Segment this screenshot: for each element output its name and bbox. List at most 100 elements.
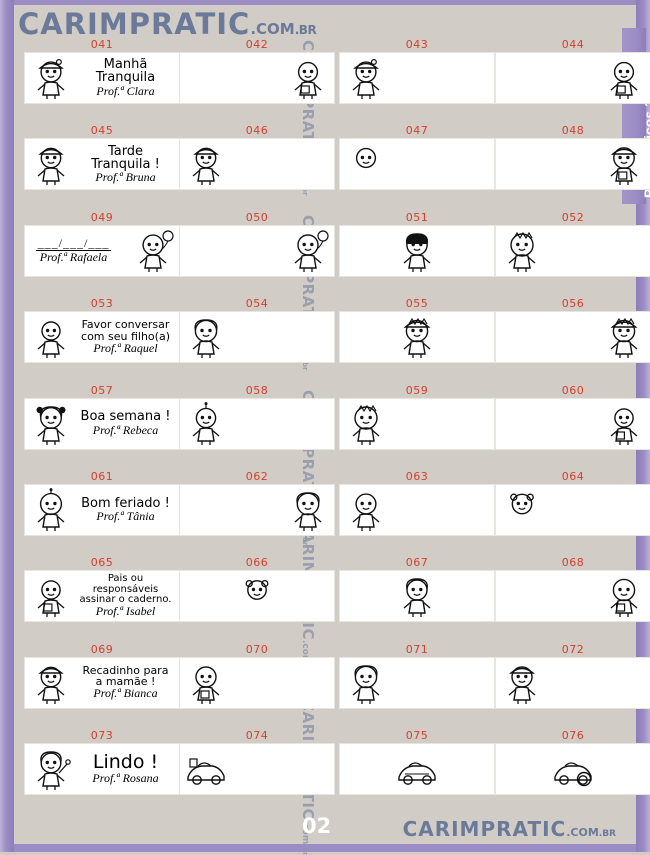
stamp-cell[interactable]: 051 bbox=[339, 210, 495, 296]
stamp-preview[interactable] bbox=[495, 311, 650, 364]
stamp-text: Manhã Tranquila Prof.ª Clara bbox=[77, 58, 179, 98]
stamp-cell[interactable]: 046 bbox=[179, 123, 335, 209]
stamp-preview[interactable] bbox=[179, 743, 335, 796]
stamp-cell[interactable]: 055 bbox=[339, 296, 495, 382]
stamp-cell[interactable]: 073 Lindo ! Prof.ª Rosana bbox=[24, 728, 180, 814]
stamp-preview[interactable] bbox=[179, 570, 335, 623]
stamp-preview[interactable] bbox=[495, 483, 650, 536]
stamp-preview[interactable]: Recadinho para a mamãe ! Prof.ª Bianca bbox=[24, 656, 180, 709]
stamp-preview[interactable]: Boa semana ! Prof.ª Rebeca bbox=[24, 397, 180, 450]
stamp-preview[interactable] bbox=[495, 224, 650, 277]
stamp-preview[interactable] bbox=[495, 656, 650, 709]
stamp-text-line: Favor conversar bbox=[81, 318, 170, 332]
stamp-preview[interactable]: Tarde Tranquila ! Prof.ª Bruna bbox=[24, 138, 180, 191]
stamp-preview[interactable] bbox=[339, 52, 495, 104]
stamp-preview[interactable] bbox=[495, 743, 650, 796]
stamp-cell[interactable]: 060 bbox=[495, 383, 650, 469]
stamp-cell[interactable]: 044 bbox=[495, 37, 650, 123]
stamp-preview[interactable] bbox=[339, 483, 495, 536]
race-car-icon bbox=[391, 747, 443, 791]
stamp-preview[interactable]: ___/___/___ Prof.ª Rafaela bbox=[24, 224, 180, 277]
stamp-preview[interactable] bbox=[179, 138, 335, 191]
dog-balloon-icon bbox=[127, 229, 179, 273]
frame-bottom-edge bbox=[0, 844, 650, 852]
stamp-cell[interactable]: 074 bbox=[179, 728, 335, 814]
stamp-cell[interactable]: 061 Bom feriado ! Prof.ª Tânia bbox=[24, 469, 180, 555]
stamp-preview[interactable] bbox=[495, 397, 650, 450]
stamp-cell[interactable]: 050 bbox=[179, 210, 335, 296]
stamp-number: 046 bbox=[245, 124, 269, 138]
stamp-cell[interactable]: 062 bbox=[179, 469, 335, 555]
stamp-cell[interactable]: 066 bbox=[179, 555, 335, 641]
stamp-cell[interactable]: 064 bbox=[495, 469, 650, 555]
stamp-cell[interactable]: 065 Pais ou responsáveis assinar o caderno… bbox=[24, 555, 180, 641]
stamp-preview[interactable] bbox=[339, 570, 495, 623]
stamp-cell[interactable]: 049 ___/___/___ Prof.ª Rafaela bbox=[24, 210, 180, 296]
stamp-number: 060 bbox=[561, 383, 585, 397]
stamp-grid-row: 061 Bom feriado ! Prof.ª Tânia 062 063 064 bbox=[14, 469, 650, 555]
stamp-cell[interactable]: 068 bbox=[495, 555, 650, 641]
girl-crown-icon bbox=[598, 315, 650, 359]
stamp-number: 049 bbox=[90, 210, 114, 224]
stamp-preview[interactable] bbox=[339, 397, 495, 450]
stamp-preview[interactable] bbox=[339, 743, 495, 796]
stamp-cell[interactable]: 071 bbox=[339, 642, 495, 728]
girl-flower-hat-icon bbox=[340, 56, 392, 100]
stamp-number: 044 bbox=[561, 38, 585, 51]
stamp-cell[interactable]: 045 Tarde Tranquila ! Prof.ª Bruna bbox=[24, 123, 180, 209]
stamp-cell[interactable]: 058 bbox=[179, 383, 335, 469]
stamp-preview[interactable] bbox=[495, 52, 650, 104]
stamp-cell[interactable]: 057 Boa semana ! Prof.ª Rebeca bbox=[24, 383, 180, 469]
stamp-cell[interactable]: 069 Recadinho para a mamãe ! Prof.ª Bianca bbox=[24, 642, 180, 728]
stamp-cell[interactable]: 053 Favor conversar com seu filho(a) Prof.ª… bbox=[24, 296, 180, 382]
stamp-cell[interactable]: 056 bbox=[495, 296, 650, 382]
stamp-number: 068 bbox=[561, 556, 585, 570]
stamp-cell[interactable]: 063 bbox=[339, 469, 495, 555]
stamp-teacher-name: Prof.ª Rebeca bbox=[92, 422, 159, 437]
stamp-preview[interactable] bbox=[179, 397, 335, 450]
stamp-text-line: Recadinho para bbox=[82, 663, 169, 677]
stamp-preview[interactable]: Pais ou responsáveis assinar o caderno. Pr… bbox=[24, 570, 180, 623]
stamp-cell[interactable]: 070 bbox=[179, 642, 335, 728]
stamp-cell[interactable]: 067 bbox=[339, 555, 495, 641]
stamp-preview[interactable] bbox=[495, 138, 650, 191]
stamp-preview[interactable] bbox=[179, 224, 335, 277]
stamp-preview[interactable]: Favor conversar com seu filho(a) Prof.ª Ra… bbox=[24, 311, 180, 364]
stamp-text-line: assinar o caderno. bbox=[79, 593, 172, 605]
stamp-cell[interactable]: 041 Manhã Tranquila Prof.ª Clara bbox=[24, 37, 180, 123]
stamp-number: 057 bbox=[90, 383, 114, 397]
stamp-preview[interactable]: Bom feriado ! Prof.ª Tânia bbox=[24, 483, 180, 536]
stamp-grid-row: 057 Boa semana ! Prof.ª Rebeca 058 059 060 bbox=[14, 383, 650, 469]
brand-logo: CARIMPRATIC.COM.BR bbox=[18, 7, 317, 41]
stamp-cell[interactable]: 048 bbox=[495, 123, 650, 209]
stamp-preview[interactable] bbox=[179, 483, 335, 536]
stamp-cell[interactable]: 076 bbox=[495, 728, 650, 814]
stamp-number: 047 bbox=[405, 124, 429, 138]
stamp-preview[interactable] bbox=[179, 656, 335, 709]
stamp-number: 056 bbox=[561, 297, 585, 311]
stamp-cell[interactable]: 072 bbox=[495, 642, 650, 728]
stamp-preview[interactable]: Lindo ! Prof.ª Rosana bbox=[24, 743, 180, 796]
stamp-preview[interactable] bbox=[179, 311, 335, 364]
alien-icon bbox=[340, 402, 392, 446]
stamp-cell[interactable]: 054 bbox=[179, 296, 335, 382]
stamp-preview[interactable] bbox=[339, 224, 495, 277]
stamp-preview[interactable] bbox=[339, 138, 495, 191]
stamp-preview[interactable] bbox=[339, 656, 495, 709]
owl-face-icon bbox=[496, 488, 548, 532]
stamp-preview[interactable] bbox=[339, 311, 495, 364]
stamp-cell[interactable]: 042 bbox=[179, 37, 335, 123]
stamp-teacher-name: Prof.ª Tânia bbox=[96, 508, 155, 523]
stamp-cell[interactable]: 052 bbox=[495, 210, 650, 296]
stamp-grid-row: 069 Recadinho para a mamãe ! Prof.ª Bianca 0… bbox=[14, 642, 650, 728]
stamp-preview[interactable] bbox=[179, 52, 335, 104]
stamp-cell[interactable]: 047 bbox=[339, 123, 495, 209]
stamp-preview[interactable] bbox=[495, 570, 650, 623]
stamp-cell[interactable]: 043 bbox=[339, 37, 495, 123]
stamp-number: 061 bbox=[90, 469, 114, 483]
stamp-preview[interactable]: Manhã Tranquila Prof.ª Clara bbox=[24, 52, 180, 104]
tractor-icon bbox=[547, 747, 599, 791]
stamp-cell[interactable]: 075 bbox=[339, 728, 495, 814]
stamp-number: 051 bbox=[405, 210, 429, 224]
stamp-cell[interactable]: 059 bbox=[339, 383, 495, 469]
